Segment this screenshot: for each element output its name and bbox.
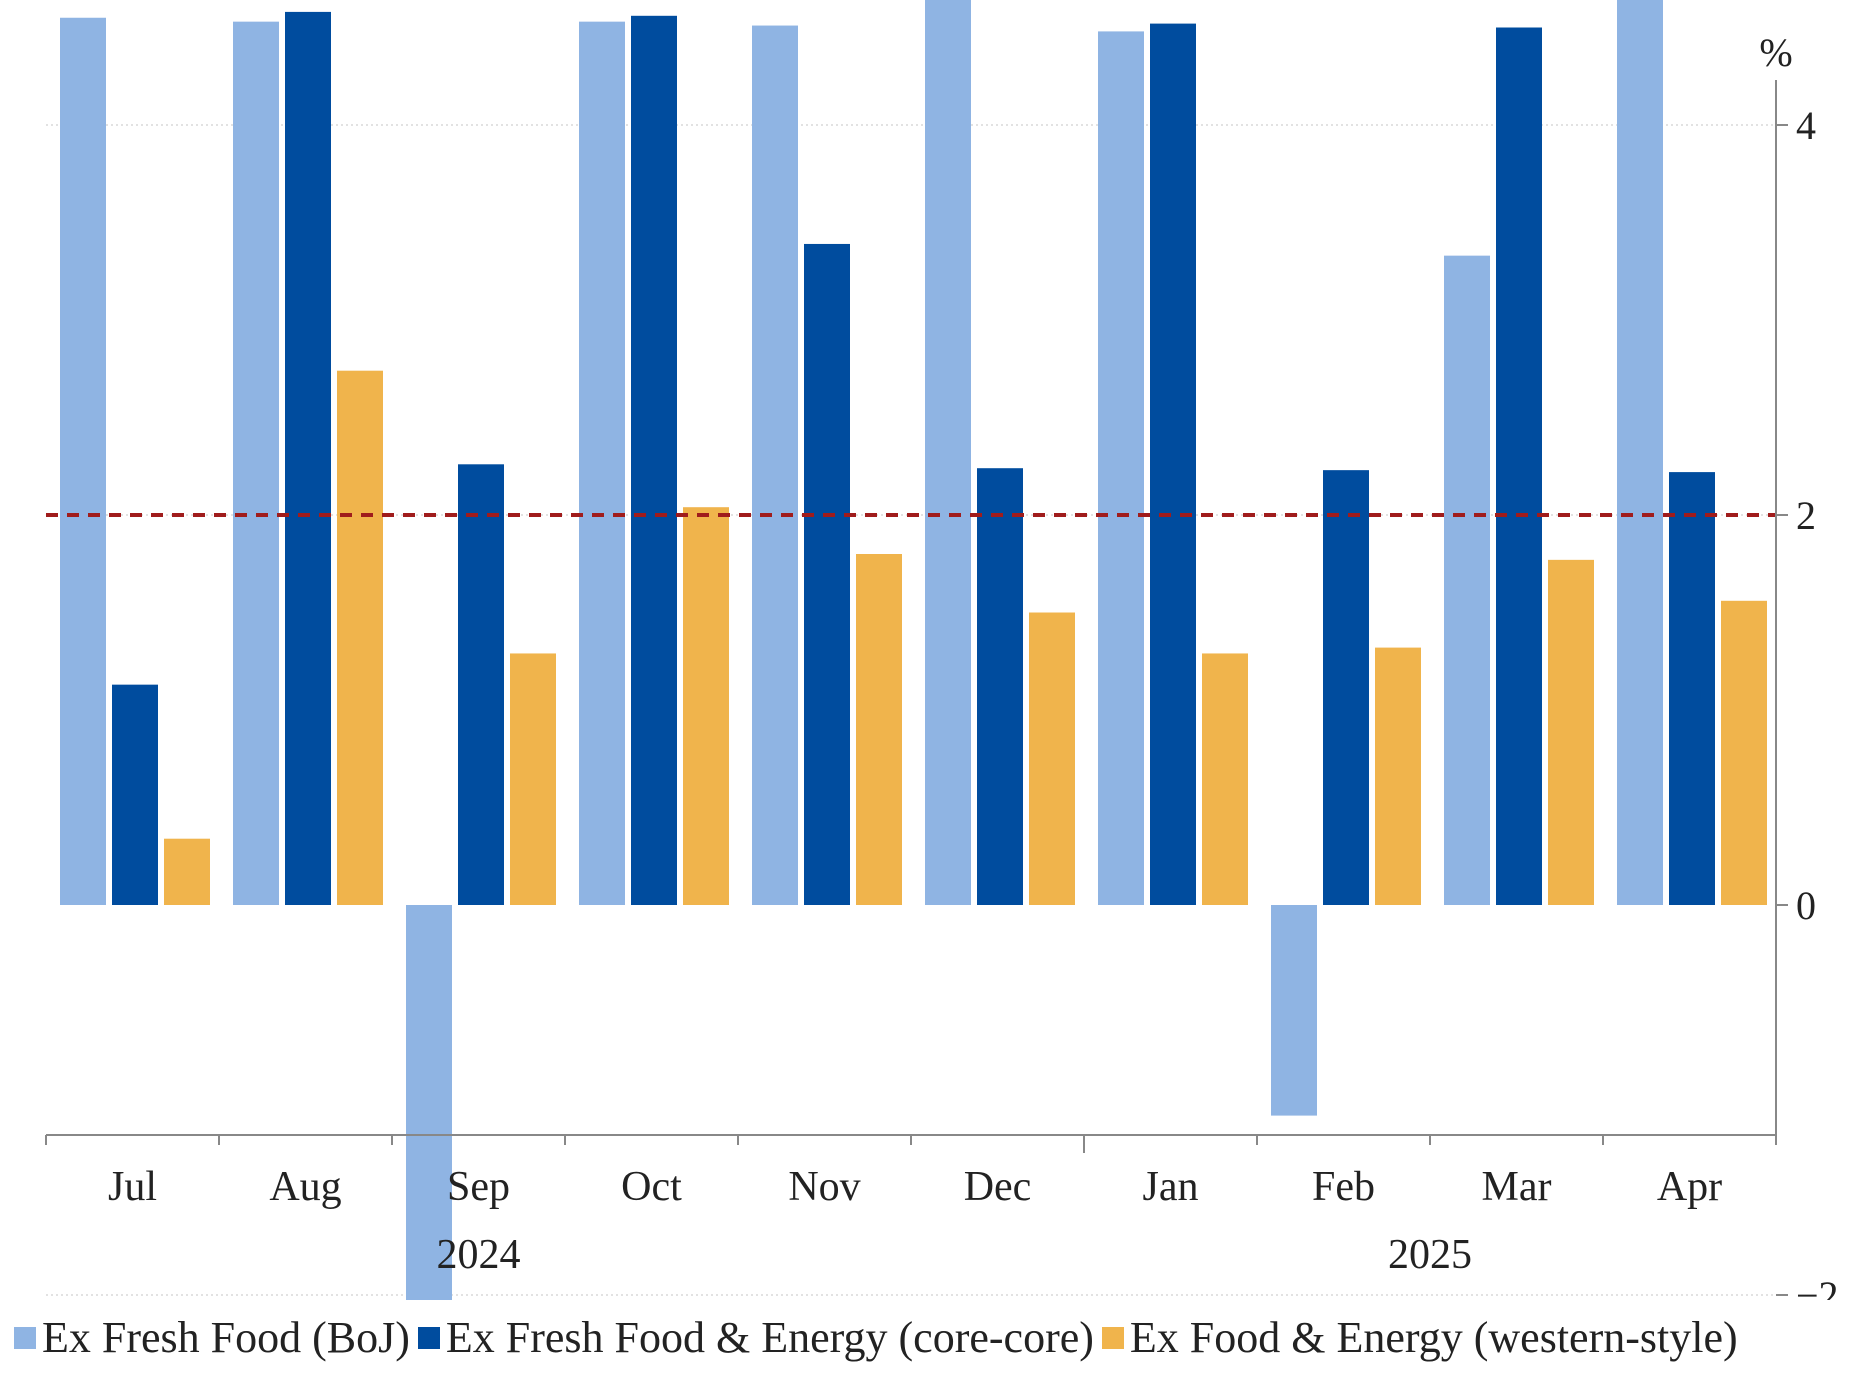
year-label-2025: 2025	[1388, 1232, 1472, 1278]
bar-oct-series-2	[631, 15, 677, 906]
x-tick-label-nov: Nov	[788, 1164, 860, 1210]
x-tick-label-jan: Jan	[1143, 1164, 1199, 1210]
bar-sep-series-3	[510, 653, 556, 905]
bar-sep-series-1	[406, 905, 452, 1300]
legend-label-ex-fresh-food: Ex Fresh Food (BoJ)	[42, 1313, 410, 1362]
x-tick-label-aug: Aug	[269, 1164, 341, 1210]
x-tick-label-mar: Mar	[1482, 1164, 1552, 1210]
bar-dec-series-1	[925, 0, 971, 905]
bar-aug-series-2	[285, 11, 331, 905]
y-unit-label: %	[1759, 30, 1792, 75]
y-tick-label: 2	[1796, 493, 1816, 538]
x-tick-label-oct: Oct	[621, 1164, 682, 1210]
bar-feb-series-3	[1375, 647, 1421, 905]
legend-swatch-western-style	[1101, 1326, 1124, 1349]
bar-sep-series-2	[458, 464, 504, 905]
legend-swatch-ex-fresh-food	[14, 1326, 36, 1349]
bar-apr-series-1	[1617, 0, 1663, 905]
legend-item-ex-fresh-food: Ex Fresh Food (BoJ)	[14, 1312, 410, 1363]
legend-item-core-core: Ex Fresh Food & Energy (core-core)	[417, 1312, 1094, 1363]
chart: −202468 JulAugSepOctNovDecJanFebMarApr20…	[45, 0, 1839, 1300]
legend-label-core-core: Ex Fresh Food & Energy (core-core)	[445, 1313, 1094, 1362]
x-tick-label-sep: Sep	[447, 1164, 510, 1210]
legend-swatch-core-core	[417, 1326, 440, 1349]
legend-item-western-style: Ex Food & Energy (western-style)	[1101, 1312, 1738, 1363]
bar-jan-series-2	[1150, 23, 1196, 906]
bar-dec-series-3	[1029, 612, 1075, 905]
y-tick-labels: −202468	[1776, 103, 1839, 1300]
bar-aug-series-3	[337, 370, 383, 905]
legend: Ex Fresh Food (BoJ) Ex Fresh Food & Ener…	[14, 1312, 1746, 1363]
bar-oct-series-3	[683, 507, 729, 905]
legend-label-western-style: Ex Food & Energy (western-style)	[1129, 1313, 1738, 1362]
bar-nov-series-1	[752, 25, 798, 906]
x-tick-label-apr: Apr	[1657, 1164, 1722, 1210]
x-tick-label-jul: Jul	[108, 1164, 157, 1210]
bar-dec-series-2	[977, 468, 1023, 905]
y-tick-label: 4	[1796, 103, 1816, 148]
bar-jan-series-1	[1098, 31, 1144, 905]
bar-feb-series-2	[1323, 470, 1369, 905]
bar-aug-series-1	[233, 21, 279, 905]
year-label-2024: 2024	[437, 1232, 521, 1278]
bar-jul-series-3	[164, 838, 210, 905]
bar-mar-series-2	[1496, 27, 1542, 905]
bar-jan-series-3	[1202, 653, 1248, 905]
bar-feb-series-1	[1271, 905, 1317, 1116]
bar-oct-series-1	[579, 21, 625, 905]
x-tick-label-dec: Dec	[964, 1164, 1032, 1210]
x-tick-labels: Jul Aug Sep Oct Nov Dec Jan Feb Mar Apr 2024 2025	[45, 1135, 1777, 1278]
bar-nov-series-2	[804, 243, 850, 905]
bar-nov-series-3	[856, 554, 902, 905]
bar-jul-series-2	[112, 684, 158, 905]
x-tick-label-feb: Feb	[1312, 1164, 1375, 1210]
bar-mar-series-1	[1444, 255, 1490, 905]
y-tick-label: 0	[1796, 883, 1816, 928]
bar-apr-series-2	[1669, 472, 1715, 905]
bars	[60, 0, 1767, 1300]
bar-jul-series-1	[60, 17, 106, 905]
bar-apr-series-3	[1721, 600, 1767, 905]
bar-mar-series-3	[1548, 559, 1594, 905]
y-tick-label: −2	[1796, 1273, 1839, 1300]
